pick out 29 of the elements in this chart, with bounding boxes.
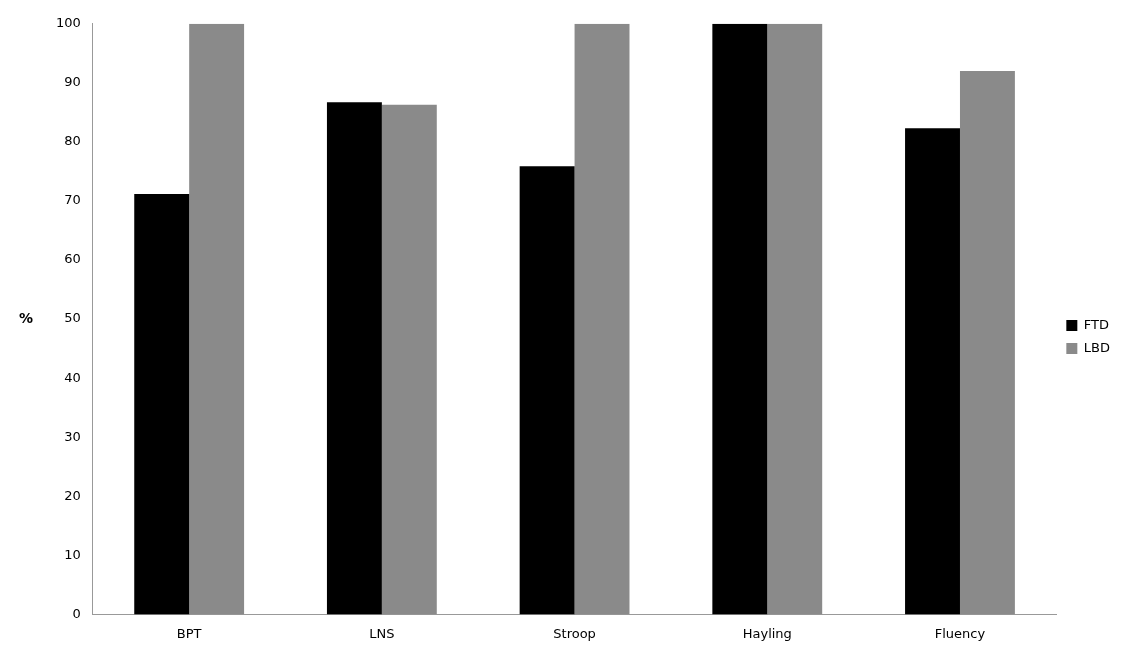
y-tick-label: 30 (64, 428, 81, 444)
bar (767, 23, 823, 615)
bar (189, 23, 245, 615)
bar (326, 102, 382, 615)
x-tick-label: Fluency (934, 625, 986, 641)
bar (134, 193, 190, 615)
y-tick-label: 90 (64, 74, 81, 90)
bar (905, 128, 960, 615)
x-tick-label: Hayling (742, 625, 792, 641)
bar (574, 23, 630, 615)
y-axis-title: % (18, 309, 34, 326)
x-tick-label: Stroop (553, 625, 596, 641)
bar (519, 166, 575, 615)
y-tick-label: 0 (72, 605, 81, 621)
bar (712, 23, 768, 615)
bar (959, 71, 1015, 615)
x-tick-label: LNS (369, 625, 395, 641)
y-tick-label: 50 (64, 310, 81, 326)
x-tick-label: BPT (176, 625, 202, 641)
y-tick-label: 10 (64, 546, 81, 562)
bar (381, 104, 437, 615)
legend-label: FTD (1083, 316, 1110, 332)
y-tick-label: 100 (55, 15, 81, 31)
y-tick-label: 70 (64, 192, 81, 208)
y-tick-label: 80 (64, 133, 81, 149)
y-tick-label: 20 (64, 487, 81, 503)
y-tick-label: 40 (64, 369, 81, 385)
y-tick-label: 60 (64, 251, 81, 267)
legend-label: LBD (1083, 339, 1110, 355)
